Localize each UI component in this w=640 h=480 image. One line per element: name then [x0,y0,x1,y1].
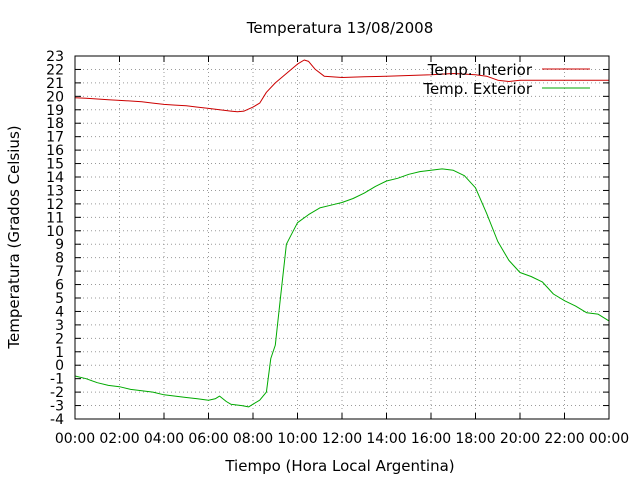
series-line-interior [74,59,609,113]
y-tick-label: 21 [46,76,64,92]
x-tick-label: 08:00 [233,431,273,447]
y-tick-label: 15 [46,157,64,173]
y-tick-label: 4 [55,304,64,320]
y-axis-label: Temperatura (Grados Celsius) [5,125,23,349]
x-tick-label: 18:00 [455,431,495,447]
y-tick-label: 20 [46,89,64,105]
y-tick-label: 6 [55,278,64,294]
y-tick-label: 7 [55,264,64,280]
x-tick-label: 00:00 [55,431,95,447]
x-tick-label: 10:00 [277,431,317,447]
series-line-exterior [74,168,610,408]
legend-label-interior: Temp. Interior [427,61,533,79]
x-tick-label: 22:00 [544,431,584,447]
y-tick-label: 1 [55,345,64,361]
y-tick-label: 3 [55,318,64,334]
y-tick-label: 17 [46,130,64,146]
y-tick-label: 12 [46,197,64,213]
x-tick-label: 06:00 [188,431,228,447]
plot-frame [74,55,610,420]
y-tick-label: 16 [46,143,64,159]
legend: Temp. Interior Temp. Exterior [422,61,590,98]
x-tick-label: 12:00 [322,431,362,447]
y-tick-label: 5 [55,291,64,307]
x-tick-label: 00:00 [589,431,629,447]
y-tick-label: 22 [46,62,64,78]
y-tick-label: -2 [50,385,64,401]
grid [75,56,609,419]
series-lines [74,59,610,408]
y-tick-label: -4 [50,412,64,428]
x-tick-label: 04:00 [144,431,184,447]
x-tick-labels: 00:00 02:00 04:00 06:00 08:00 10:00 12:00 14:00… [55,431,629,447]
y-tick-label: 11 [46,210,64,226]
x-tick-label: 20:00 [500,431,540,447]
y-tick-label: 8 [55,251,64,267]
y-tick-labels: -4-3-2-101234567891011121314151617181920… [46,49,64,428]
y-tick-label: 18 [46,116,64,132]
x-tick-label: 02:00 [99,431,139,447]
y-tick-label: -3 [50,399,64,415]
y-tick-label: 14 [46,170,64,186]
x-tick-label: 16:00 [411,431,451,447]
y-tick-label: 9 [55,237,64,253]
x-tick-label: 14:00 [366,431,406,447]
y-tick-label: -1 [50,372,64,388]
y-tick-label: 23 [46,49,64,65]
chart-title: Temperatura 13/08/2008 [246,19,434,37]
y-tick-label: 2 [55,331,64,347]
x-axis-label: Tiempo (Hora Local Argentina) [224,457,454,475]
y-tick-label: 13 [46,183,64,199]
legend-label-exterior: Temp. Exterior [422,80,532,98]
y-tick-label: 10 [46,224,64,240]
y-tick-label: 19 [46,103,64,119]
y-tick-label: 0 [55,358,64,374]
